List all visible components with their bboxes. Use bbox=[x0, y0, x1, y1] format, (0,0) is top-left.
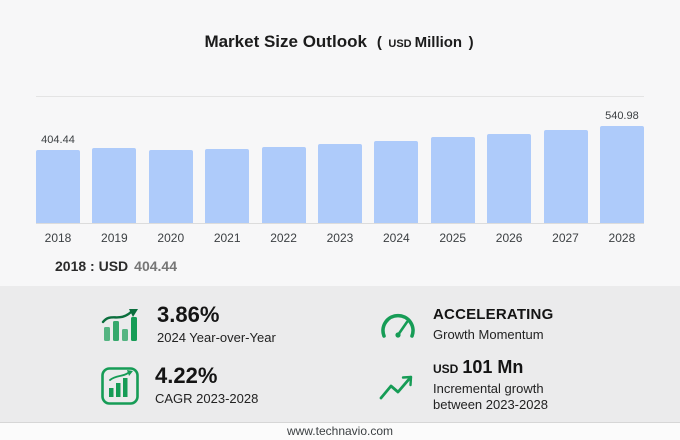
bar-value-label: 404.44 bbox=[41, 134, 75, 147]
bar-column bbox=[261, 146, 306, 223]
bar-2018 bbox=[36, 150, 80, 223]
stat-yoy-growth: 3.86% 2024 Year-over-Year bbox=[0, 294, 340, 355]
x-axis: 2018 2019 2020 2021 2022 2023 2024 2025 2026 2027… bbox=[36, 231, 644, 245]
bar-2024 bbox=[374, 140, 419, 223]
title-unit-currency: USD bbox=[388, 38, 412, 50]
stat-growth-momentum: ACCELERATING Growth Momentum bbox=[340, 294, 680, 355]
x-tick-2026: 2026 bbox=[495, 231, 523, 245]
base-year-value: 404.44 bbox=[134, 258, 177, 274]
x-tick-2018: 2018 bbox=[44, 231, 72, 245]
stats-panel: 3.86% 2024 Year-over-Year ACCELERATING G… bbox=[0, 286, 680, 422]
stat-cagr-label: CAGR 2023-2028 bbox=[155, 390, 259, 406]
base-year-callout: 2018 : USD 404.44 bbox=[55, 258, 680, 274]
bar-2027 bbox=[543, 129, 588, 223]
bar-column bbox=[430, 137, 475, 223]
bar-2023 bbox=[317, 143, 362, 223]
x-tick-2027: 2027 bbox=[552, 231, 579, 245]
bar-column: 404.44 bbox=[36, 134, 80, 223]
title-text: Market Size Outlook bbox=[204, 32, 367, 51]
stat-incremental-amount: 101 Mn bbox=[462, 356, 524, 377]
stat-momentum-value: ACCELERATING bbox=[433, 305, 554, 323]
x-tick-2021: 2021 bbox=[213, 231, 241, 245]
stat-text: ACCELERATING Growth Momentum bbox=[433, 306, 553, 343]
bar-2022 bbox=[261, 146, 306, 223]
bar-column bbox=[317, 143, 362, 223]
stat-text: 3.86% 2024 Year-over-Year bbox=[157, 301, 276, 346]
stat-incremental-label: Incremental growth between 2023-2028 bbox=[433, 380, 548, 412]
title-paren-close: ) bbox=[468, 34, 474, 51]
bar-growth-icon bbox=[100, 307, 142, 343]
x-tick-2022: 2022 bbox=[270, 231, 297, 245]
stat-cagr-value: 4.22% bbox=[155, 362, 218, 388]
page-title: Market Size Outlook ( USD Million ) bbox=[0, 0, 680, 52]
bar-column bbox=[543, 129, 588, 223]
bar-2020 bbox=[148, 149, 193, 223]
x-tick-2024: 2024 bbox=[382, 231, 410, 245]
stat-yoy-label: 2024 Year-over-Year bbox=[157, 329, 276, 345]
bar-column bbox=[148, 149, 193, 223]
bar-2019 bbox=[92, 148, 137, 223]
bar-plot: 404.44 540.98 bbox=[36, 96, 644, 224]
stat-momentum-label: Growth Momentum bbox=[433, 326, 544, 342]
bar-column bbox=[374, 140, 419, 223]
x-tick-2023: 2023 bbox=[326, 231, 354, 245]
x-tick-2028: 2028 bbox=[608, 231, 636, 245]
bar-column bbox=[205, 148, 250, 223]
cagr-chart-icon bbox=[100, 366, 140, 406]
stat-incremental-currency: USD bbox=[433, 361, 459, 376]
bar-column: 540.98 bbox=[599, 109, 644, 223]
title-paren-open: ( bbox=[376, 34, 382, 51]
stat-incremental-value: USD 101 Mn bbox=[433, 356, 593, 378]
growth-arrow-icon bbox=[378, 369, 418, 403]
stat-text: 4.22% CAGR 2023-2028 bbox=[155, 362, 259, 407]
title-unit-scale: Million bbox=[414, 34, 463, 51]
x-tick-2025: 2025 bbox=[439, 231, 467, 245]
bar-2028 bbox=[599, 125, 644, 223]
bar-2025 bbox=[430, 137, 475, 223]
base-year-prefix: 2018 : USD bbox=[55, 258, 129, 274]
bar-2026 bbox=[487, 133, 532, 223]
stat-yoy-value: 3.86% bbox=[157, 301, 220, 327]
stat-cagr: 4.22% CAGR 2023-2028 bbox=[0, 355, 340, 416]
footer-url: www.technavio.com bbox=[286, 424, 394, 438]
bar-chart: 404.44 540.98 2018 2019 2020 2021 2022 2023 202… bbox=[36, 96, 644, 245]
x-tick-2020: 2020 bbox=[157, 231, 185, 245]
x-tick-2019: 2019 bbox=[101, 231, 128, 245]
footer: www.technavio.com bbox=[0, 422, 680, 440]
gauge-icon bbox=[378, 309, 418, 341]
bar-column bbox=[92, 148, 137, 223]
stat-text: USD 101 Mn Incremental growth between 202… bbox=[433, 356, 593, 413]
bar-column bbox=[487, 133, 532, 223]
bar-2021 bbox=[205, 148, 250, 223]
stat-incremental-growth: USD 101 Mn Incremental growth between 202… bbox=[340, 355, 680, 416]
bar-value-label: 540.98 bbox=[605, 109, 639, 122]
